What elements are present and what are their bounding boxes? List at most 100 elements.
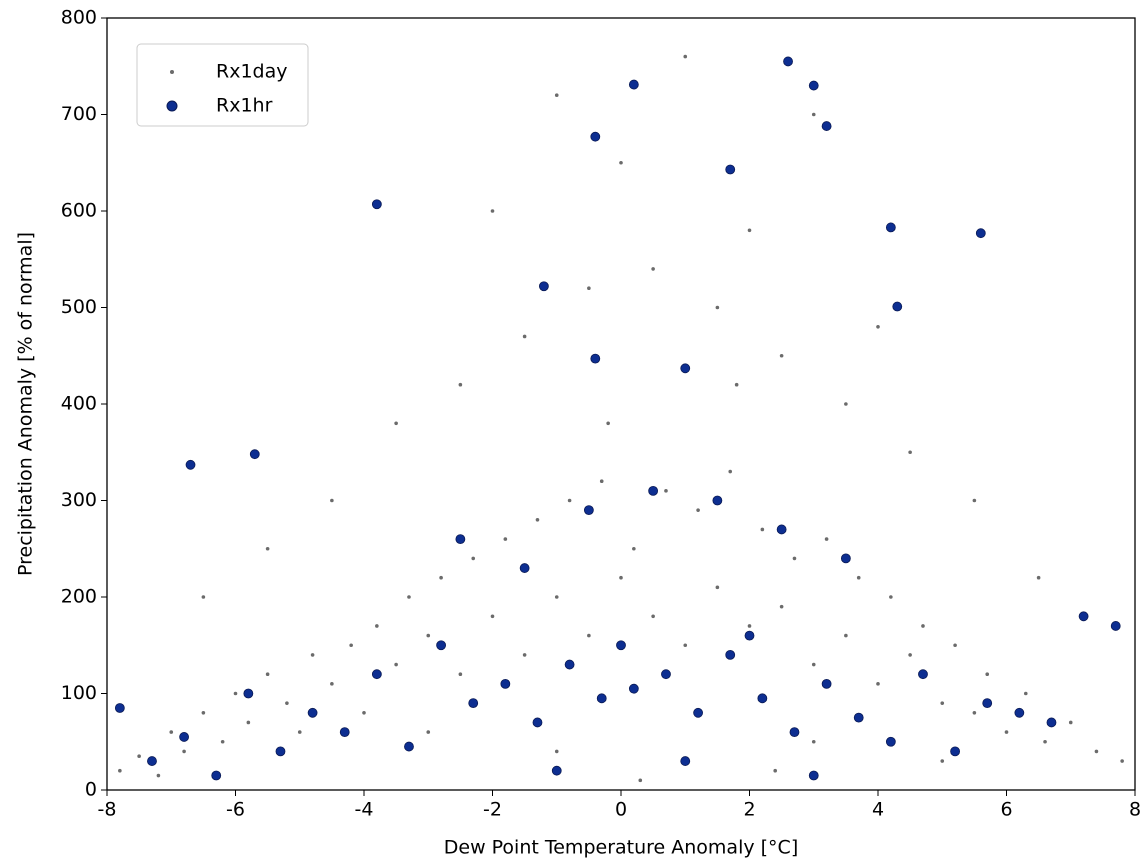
- rx1day-point: [554, 595, 559, 599]
- plot-marks: [114, 54, 1124, 783]
- rx1hr-point: [853, 712, 864, 723]
- x-axis-label: Dew Point Temperature Anomaly [°C]: [444, 837, 798, 859]
- rx1hr-point: [371, 199, 382, 210]
- rx1day-point: [651, 614, 655, 619]
- rx1day-point: [811, 112, 816, 117]
- rx1hr-point: [648, 485, 659, 496]
- rx1hr-point: [628, 683, 639, 694]
- rx1day-point: [921, 624, 925, 628]
- rx1day-point: [503, 537, 508, 541]
- rx1hr-point: [275, 746, 286, 757]
- rx1hr-point: [455, 534, 466, 544]
- y-tick-label: 300: [61, 489, 97, 511]
- rx1hr-point: [776, 524, 787, 535]
- rx1day-point: [792, 556, 797, 561]
- rx1day-point: [619, 160, 623, 165]
- rx1day-point: [844, 402, 848, 406]
- rx1day-point: [1023, 691, 1028, 696]
- rx1day-point: [156, 773, 161, 778]
- rx1day-point: [310, 653, 315, 657]
- legend-box: [136, 43, 309, 127]
- y-tick-label: 100: [61, 682, 97, 704]
- rx1day-point: [632, 546, 636, 551]
- rx1day-point: [297, 730, 302, 734]
- rx1day-point: [940, 759, 945, 763]
- rx1day-point: [169, 730, 174, 734]
- rx1day-point: [349, 643, 353, 648]
- rx1day-point: [908, 653, 912, 657]
- rx1hr-point: [590, 353, 601, 364]
- rx1day-point: [856, 575, 861, 580]
- rx1day-point: [908, 450, 912, 455]
- rx1day-point: [201, 711, 206, 715]
- rx1day-point: [394, 421, 398, 426]
- rx1day-point: [554, 749, 559, 754]
- rx1hr-point: [783, 56, 793, 67]
- rx1day-point: [811, 739, 816, 744]
- rx1day-point: [201, 595, 206, 599]
- rx1day-point: [599, 479, 604, 484]
- y-tick-label: 700: [61, 103, 97, 125]
- rx1hr-point: [1046, 717, 1057, 728]
- rx1day-point: [664, 489, 668, 493]
- rx1day-point: [972, 711, 977, 715]
- rx1hr-point: [114, 703, 125, 713]
- rx1day-point: [1004, 730, 1009, 734]
- rx1hr-point: [243, 688, 254, 699]
- rx1day-point: [458, 672, 463, 676]
- rx1hr-point: [680, 756, 691, 766]
- rx1day-point: [490, 209, 495, 213]
- rx1hr-point: [551, 765, 562, 776]
- rx1hr-point: [757, 693, 768, 704]
- rx1day-point: [747, 228, 752, 233]
- rx1hr-point: [519, 563, 530, 573]
- rx1day-point: [715, 585, 720, 590]
- rx1day-point: [426, 730, 431, 734]
- y-tick-label: 400: [61, 393, 97, 415]
- legend-label: Rx1day: [216, 61, 287, 83]
- rx1hr-point: [950, 746, 960, 757]
- rx1day-point: [265, 546, 270, 551]
- rx1hr-point: [661, 669, 671, 680]
- rx1hr-point: [821, 678, 832, 689]
- rx1day-point: [587, 633, 591, 638]
- rx1day-point: [554, 93, 559, 97]
- rx1day-point: [889, 595, 893, 599]
- x-tick-label: 0: [615, 799, 627, 821]
- rx1hr-point: [371, 669, 382, 680]
- rx1hr-point: [307, 707, 318, 718]
- rx1hr-point: [564, 659, 575, 670]
- rx1day-point: [522, 334, 527, 339]
- rx1hr-point: [468, 698, 479, 709]
- rx1hr-point: [596, 693, 607, 704]
- rx1day-point: [811, 662, 816, 667]
- rx1day-point: [953, 643, 957, 648]
- rx1day-point: [375, 624, 379, 628]
- rx1day-point: [1094, 749, 1099, 754]
- rx1day-point: [394, 662, 398, 667]
- rx1day-point: [362, 711, 366, 715]
- y-tick-label: 600: [61, 200, 97, 222]
- plot-frame: [106, 17, 1136, 791]
- y-tick-label: 200: [61, 586, 97, 608]
- rx1day-point: [734, 382, 739, 387]
- rx1day-point: [285, 701, 289, 705]
- rx1hr-point: [1014, 707, 1025, 718]
- rx1day-point: [265, 672, 270, 676]
- rx1day-point: [696, 508, 700, 512]
- x-tick-label: -2: [483, 799, 502, 821]
- rx1hr-point: [680, 363, 691, 374]
- rx1day-point: [220, 739, 225, 744]
- x-tick-label: -8: [98, 799, 117, 821]
- rx1day-point: [137, 754, 141, 759]
- y-tick-label: 800: [61, 7, 97, 29]
- rx1hr-point: [982, 698, 993, 709]
- x-tick-label: 8: [1129, 799, 1141, 821]
- rx1day-point: [779, 353, 784, 358]
- rx1hr-point: [808, 770, 819, 781]
- rx1day-point: [490, 614, 495, 619]
- y-tick-label: 500: [61, 296, 97, 318]
- rx1hr-point: [918, 669, 928, 680]
- rx1day-point: [876, 682, 880, 686]
